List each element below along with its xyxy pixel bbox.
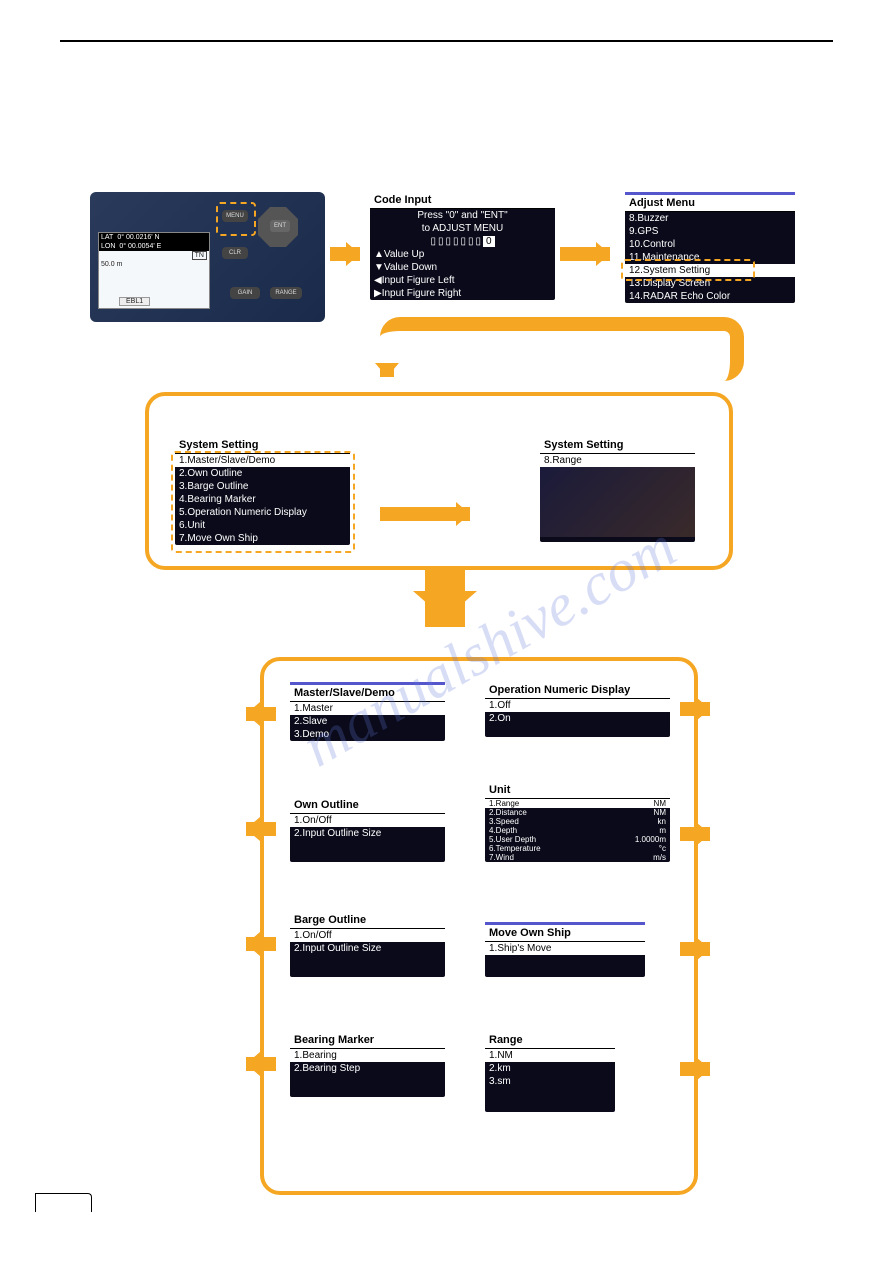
mo-title: Move Own Ship [485,925,645,942]
unit-row[interactable]: 7.Windm/s [485,853,670,862]
range-title: Range [485,1032,615,1049]
master-slave-screen: Master/Slave/Demo 1.Master 2.Slave 3.Dem… [290,682,445,741]
list-item[interactable]: 8.Range [540,454,695,467]
clr-button[interactable]: CLR [222,247,248,259]
arrow-out-l2 [246,822,276,836]
list-item[interactable]: 3.sm [485,1075,615,1088]
flow-diagram: manualshive.com LAT0° 00.0216' N LON0° 0… [60,192,833,1192]
ss-items-highlight [171,451,355,553]
menu-item[interactable]: 8.Buzzer [625,212,795,225]
list-item[interactable]: 1.On/Off [290,814,445,827]
menu-item[interactable]: 9.GPS [625,225,795,238]
unit-row[interactable]: 6.Temperature°c [485,844,670,853]
lon-label: LON [101,243,115,250]
list-item[interactable]: 2.Bearing Step [290,1062,445,1075]
arrow-out-r4 [680,1062,710,1076]
adjust-menu-screen: Adjust Menu 8.Buzzer 9.GPS 10.Control 11… [625,192,795,303]
arrow-out-r1 [680,702,710,716]
list-item[interactable]: 2.On [485,712,670,725]
device-lcd: LAT 0° 00.0216' N LON 0° 00.0054' E TN 50.… [98,232,210,309]
bo-title: Barge Outline [290,912,445,929]
unit-screen: Unit 1.RangeNM 2.DistanceNM 3.Speedkn 4.… [485,782,670,862]
list-item[interactable]: 1.Off [485,699,670,712]
arrow-out-l3 [246,937,276,951]
unit-row[interactable]: 2.DistanceNM [485,808,670,817]
list-item[interactable]: 3.Demo [290,728,445,741]
menu-item[interactable]: 14.RADAR Echo Color [625,290,795,303]
barge-outline-screen: Barge Outline 1.On/Off 2.Input Outline S… [290,912,445,977]
list-item[interactable]: 1.On/Off [290,929,445,942]
code-input-line2: to ADJUST MENU [370,222,555,235]
range-button[interactable]: RANGE [270,287,302,299]
big-arrow-down [425,567,465,627]
page-tab [35,1193,92,1212]
radar-device: LAT 0° 00.0216' N LON 0° 00.0054' E TN 50.… [90,192,325,322]
arrow-1 [330,247,360,261]
unit-row[interactable]: 1.RangeNM [485,799,670,808]
adjust-menu-title: Adjust Menu [625,195,795,212]
ent-button[interactable]: ENT [270,220,290,232]
arrow-out-l4 [246,1057,276,1071]
list-item[interactable]: 2.Input Outline Size [290,942,445,955]
oo-title: Own Outline [290,797,445,814]
system-setting-left-screen: System Setting 1.Master/Slave/Demo 2.Own… [175,437,350,545]
tn-indicator: TN [192,251,207,260]
depth-value: 50.0 m [99,260,209,269]
bearing-marker-screen: Bearing Marker 1.Bearing 2.Bearing Step [290,1032,445,1097]
unit-row[interactable]: 5.User Depth1.0000m [485,835,670,844]
hint-right: ▶Input Figure Right [370,287,555,300]
on-title: Operation Numeric Display [485,682,670,699]
hint-down: ▼Value Down [370,261,555,274]
code-value: 0 [483,236,495,247]
list-item[interactable]: 1.Ship's Move [485,942,645,955]
code-input-title: Code Input [370,192,555,209]
menu-highlight [216,202,256,236]
hint-left: ◀Input Figure Left [370,274,555,287]
list-item[interactable]: 1.Master [290,702,445,715]
list-item[interactable]: 1.Bearing [290,1049,445,1062]
lat-value: 0° 00.0216' N [117,234,159,241]
unit-row[interactable]: 3.Speedkn [485,817,670,826]
system-setting-highlight [621,259,755,281]
ss-right-title: System Setting [540,437,695,454]
move-own-screen: Move Own Ship 1.Ship's Move [485,922,645,977]
range-screen: Range 1.NM 2.km 3.sm [485,1032,615,1112]
menu-item[interactable]: 10.Control [625,238,795,251]
bm-title: Bearing Marker [290,1032,445,1049]
arrow-2 [560,247,610,261]
hint-up: ▲Value Up [370,248,555,261]
list-item[interactable]: 1.NM [485,1049,615,1062]
unit-row[interactable]: 4.Depthm [485,826,670,835]
op-numeric-screen: Operation Numeric Display 1.Off 2.On [485,682,670,737]
elbow-1 [380,317,744,381]
arrow-out-r3 [680,942,710,956]
arrow-3-tip [380,367,394,377]
gain-button[interactable]: GAIN [230,287,260,299]
code-input-screen: Code Input Press "0" and "ENT" to ADJUST… [370,192,555,300]
ebl-label: EBL1 [119,297,150,306]
unit-title: Unit [485,782,670,799]
code-input-line1: Press "0" and "ENT" [370,209,555,222]
list-item[interactable]: 2.Input Outline Size [290,827,445,840]
list-item[interactable]: 2.Slave [290,715,445,728]
page-top-rule [60,40,833,42]
arrow-out-r2 [680,827,710,841]
list-item[interactable]: 2.km [485,1062,615,1075]
arrow-out-l1 [246,707,276,721]
ms-title: Master/Slave/Demo [290,685,445,702]
arrow-4 [380,507,470,521]
lat-label: LAT [101,234,113,241]
system-setting-right-screen: System Setting 8.Range [540,437,695,542]
own-outline-screen: Own Outline 1.On/Off 2.Input Outline Siz… [290,797,445,862]
lon-value: 0° 00.0054' E [119,243,161,250]
